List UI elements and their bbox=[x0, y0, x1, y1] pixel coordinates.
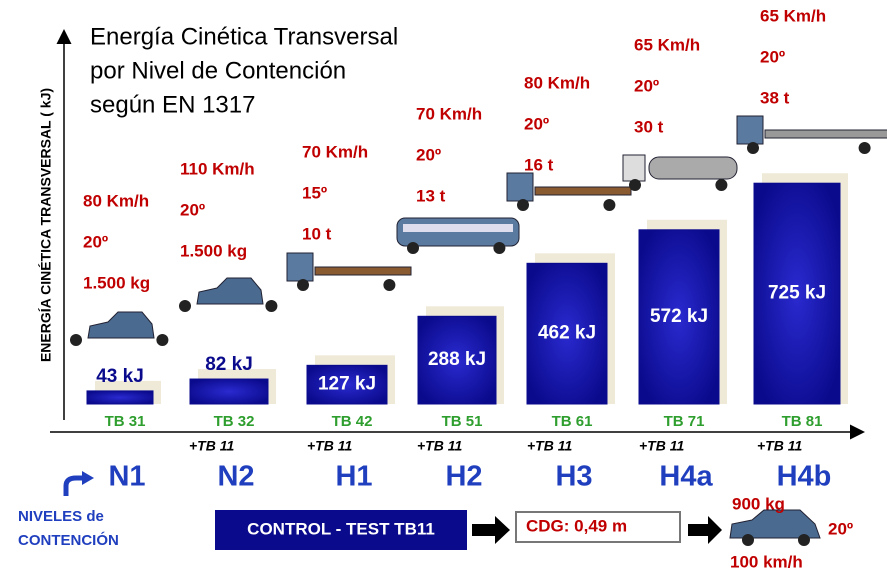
bar bbox=[417, 315, 497, 405]
y-axis-label: ENERGÍA CINÉTICA TRANSVERSAL ( kJ) bbox=[38, 88, 54, 362]
condition: 70 Km/h bbox=[302, 142, 368, 161]
value-label: 462 kJ bbox=[538, 323, 596, 344]
x-tick-label: H1 bbox=[335, 461, 372, 493]
bar bbox=[189, 378, 269, 405]
condition: 20º bbox=[180, 200, 205, 219]
condition: 20º bbox=[634, 76, 659, 95]
bar bbox=[638, 229, 720, 405]
control-box bbox=[215, 510, 467, 550]
value-label: 82 kJ bbox=[205, 354, 253, 375]
condition: 65 Km/h bbox=[634, 35, 700, 54]
control-speed: 100 km/h bbox=[730, 552, 803, 571]
vehicle-icon bbox=[396, 217, 520, 254]
arrow-icon bbox=[63, 475, 84, 496]
test-label: TB 32 bbox=[214, 413, 255, 430]
title-line: Energía Cinética Transversal bbox=[90, 23, 398, 50]
vehicle-icon bbox=[179, 277, 278, 312]
levels-label: CONTENCIÓN bbox=[18, 531, 119, 549]
condition: 16 t bbox=[524, 155, 554, 174]
arrow bbox=[472, 516, 510, 544]
extra-test: +TB 11 bbox=[639, 438, 684, 454]
value-label: 725 kJ bbox=[768, 283, 826, 304]
test-label: TB 61 bbox=[552, 413, 593, 430]
control-mass: 900 kg bbox=[732, 494, 785, 513]
title-line: por Nivel de Contención bbox=[90, 57, 346, 84]
bar bbox=[753, 182, 841, 405]
cdg: CDG: 0,49 m bbox=[526, 516, 627, 535]
x-tick-label: H3 bbox=[555, 461, 592, 493]
arrow-icon bbox=[82, 471, 94, 485]
vehicle-icon bbox=[736, 115, 887, 154]
vehicle-icon bbox=[286, 252, 412, 291]
condition: 20º bbox=[83, 232, 108, 251]
test-label: TB 51 bbox=[442, 413, 483, 430]
condition: 80 Km/h bbox=[524, 73, 590, 92]
vehicle-icon bbox=[70, 311, 169, 346]
vehicle-icon bbox=[506, 172, 632, 211]
value-label: 43 kJ bbox=[96, 366, 144, 387]
value-label: 127 kJ bbox=[318, 374, 376, 395]
bar bbox=[306, 364, 388, 405]
condition: 30 t bbox=[634, 117, 664, 136]
levels-label: NIVELES de bbox=[18, 508, 104, 525]
extra-test: +TB 11 bbox=[527, 438, 572, 454]
condition: 13 t bbox=[416, 186, 446, 205]
x-tick-label: H4b bbox=[777, 461, 832, 493]
condition: 38 t bbox=[760, 88, 790, 107]
condition: 15º bbox=[302, 183, 327, 202]
extra-test: +TB 11 bbox=[189, 438, 234, 454]
car-icon bbox=[729, 509, 821, 546]
test-label: TB 42 bbox=[332, 413, 373, 430]
test-label: TB 71 bbox=[664, 413, 705, 430]
extra-test: +TB 11 bbox=[417, 438, 462, 454]
extra-test: +TB 11 bbox=[307, 438, 352, 454]
cdg-box bbox=[515, 511, 681, 543]
bar bbox=[526, 262, 608, 405]
condition: 65 Km/h bbox=[760, 6, 826, 25]
condition: 80 Km/h bbox=[83, 191, 149, 210]
x-tick-label: H4a bbox=[659, 461, 713, 493]
condition: 20º bbox=[416, 145, 441, 164]
condition: 1.500 kg bbox=[180, 241, 247, 260]
x-tick-label: H2 bbox=[445, 461, 482, 493]
condition: 1.500 kg bbox=[83, 273, 150, 292]
value-label: 288 kJ bbox=[428, 349, 486, 370]
test-label: TB 31 bbox=[105, 413, 146, 430]
control-angle: 20º bbox=[828, 519, 853, 538]
x-tick-label: N2 bbox=[217, 461, 254, 493]
value-label: 572 kJ bbox=[650, 306, 708, 327]
condition: 20º bbox=[760, 47, 785, 66]
vehicle-icon bbox=[622, 154, 738, 191]
extra-test: +TB 11 bbox=[757, 438, 802, 454]
bar bbox=[86, 390, 154, 405]
condition: 70 Km/h bbox=[416, 104, 482, 123]
test-label: TB 81 bbox=[782, 413, 823, 430]
x-tick-label: N1 bbox=[108, 461, 145, 493]
condition: 110 Km/h bbox=[180, 159, 255, 178]
control-test: CONTROL - TEST TB11 bbox=[247, 519, 435, 538]
arrow bbox=[688, 516, 722, 544]
title-line: según EN 1317 bbox=[90, 91, 255, 118]
condition: 10 t bbox=[302, 224, 332, 243]
condition: 20º bbox=[524, 114, 549, 133]
